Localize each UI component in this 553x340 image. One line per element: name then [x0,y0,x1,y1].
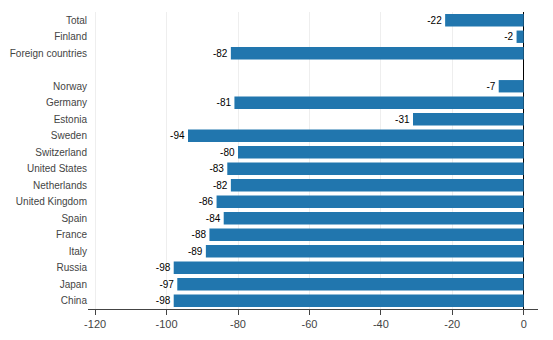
svg-text:-88: -88 [192,229,207,240]
svg-text:-86: -86 [199,196,214,207]
svg-text:Total: Total [66,15,87,26]
svg-text:-2: -2 [504,31,513,42]
svg-text:-80: -80 [220,147,235,158]
svg-text:-60: -60 [301,318,317,330]
svg-text:-98: -98 [156,295,171,306]
svg-text:-120: -120 [84,318,106,330]
svg-text:-82: -82 [213,48,228,59]
svg-text:Norway: Norway [53,81,87,92]
svg-text:United States: United States [27,163,87,174]
svg-text:-89: -89 [188,246,203,257]
svg-text:-83: -83 [209,163,224,174]
svg-text:Foreign countries: Foreign countries [10,48,87,59]
svg-text:Finland: Finland [54,31,87,42]
svg-text:France: France [56,229,88,240]
svg-text:0: 0 [521,318,527,330]
svg-text:Switzerland: Switzerland [35,147,87,158]
svg-text:-98: -98 [156,262,171,273]
svg-text:-22: -22 [427,15,442,26]
svg-text:Russia: Russia [56,262,87,273]
svg-text:-94: -94 [170,130,185,141]
svg-text:Netherlands: Netherlands [33,180,87,191]
svg-text:Estonia: Estonia [54,114,88,125]
svg-text:China: China [61,295,88,306]
svg-text:Germany: Germany [46,97,87,108]
svg-text:Japan: Japan [60,279,87,290]
svg-text:-81: -81 [217,97,232,108]
svg-text:-100: -100 [156,318,178,330]
svg-text:-20: -20 [444,318,460,330]
svg-text:-7: -7 [486,81,495,92]
svg-text:-84: -84 [206,213,221,224]
svg-text:-40: -40 [373,318,389,330]
svg-text:-80: -80 [230,318,246,330]
svg-text:Sweden: Sweden [51,130,87,141]
svg-text:United Kingdom: United Kingdom [16,196,87,207]
svg-text:-31: -31 [395,114,410,125]
svg-text:Italy: Italy [69,246,87,257]
svg-text:-82: -82 [213,180,228,191]
svg-text:Spain: Spain [61,213,87,224]
svg-text:-97: -97 [159,279,174,290]
